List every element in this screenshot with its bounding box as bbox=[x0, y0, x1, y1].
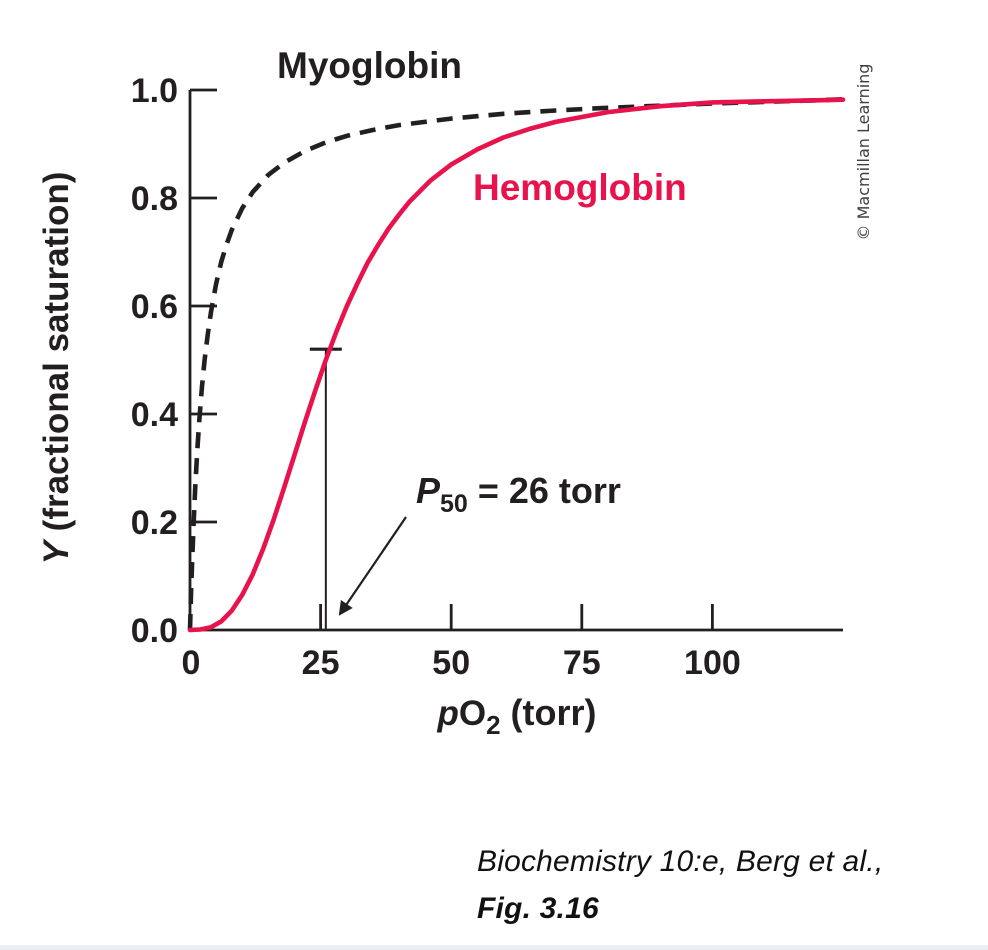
myoglobin-curve bbox=[187, 96, 844, 631]
y-tick-label-0.2: 0.2 bbox=[131, 504, 178, 542]
x-ticks bbox=[319, 604, 714, 630]
bottom-edge-strip bbox=[0, 945, 988, 950]
y-tick-label-0.8: 0.8 bbox=[131, 180, 178, 218]
oxygen-binding-chart: 1.0 0.8 0.6 0.4 0.2 0.0 0 25 50 75 100 M… bbox=[37, 45, 873, 740]
y-axis-label: Y (fractional saturation) bbox=[37, 172, 76, 565]
x-tick-label-0: 0 bbox=[182, 644, 201, 682]
y-tick-label-0.6: 0.6 bbox=[131, 288, 178, 326]
source-caption: Biochemistry 10:e, Berg et al., Fig. 3.1… bbox=[477, 838, 883, 932]
hemoglobin-curve bbox=[187, 97, 846, 633]
x-tick-label-75: 75 bbox=[563, 644, 601, 682]
p50-arrow bbox=[338, 516, 407, 616]
hemoglobin-label: Hemoglobin bbox=[473, 167, 687, 208]
p50-annotation: P50 = 26 torr bbox=[416, 470, 621, 518]
myoglobin-label: Myoglobin bbox=[277, 45, 462, 86]
y-tick-label-0.4: 0.4 bbox=[131, 396, 178, 434]
macmillan-credit: © Macmillan Learning bbox=[854, 64, 873, 241]
caption-line-2: Fig. 3.16 bbox=[477, 892, 599, 925]
x-tick-label-25: 25 bbox=[302, 644, 340, 682]
x-tick-label-50: 50 bbox=[432, 644, 470, 682]
y-tick-label-0.0: 0.0 bbox=[131, 612, 178, 650]
x-axis-label: pO2 (torr) bbox=[436, 692, 596, 740]
caption-line-1: Biochemistry 10:e, Berg et al., bbox=[477, 845, 884, 878]
x-tick-label-100: 100 bbox=[684, 644, 741, 682]
y-tick-label-1.0: 1.0 bbox=[131, 72, 178, 110]
